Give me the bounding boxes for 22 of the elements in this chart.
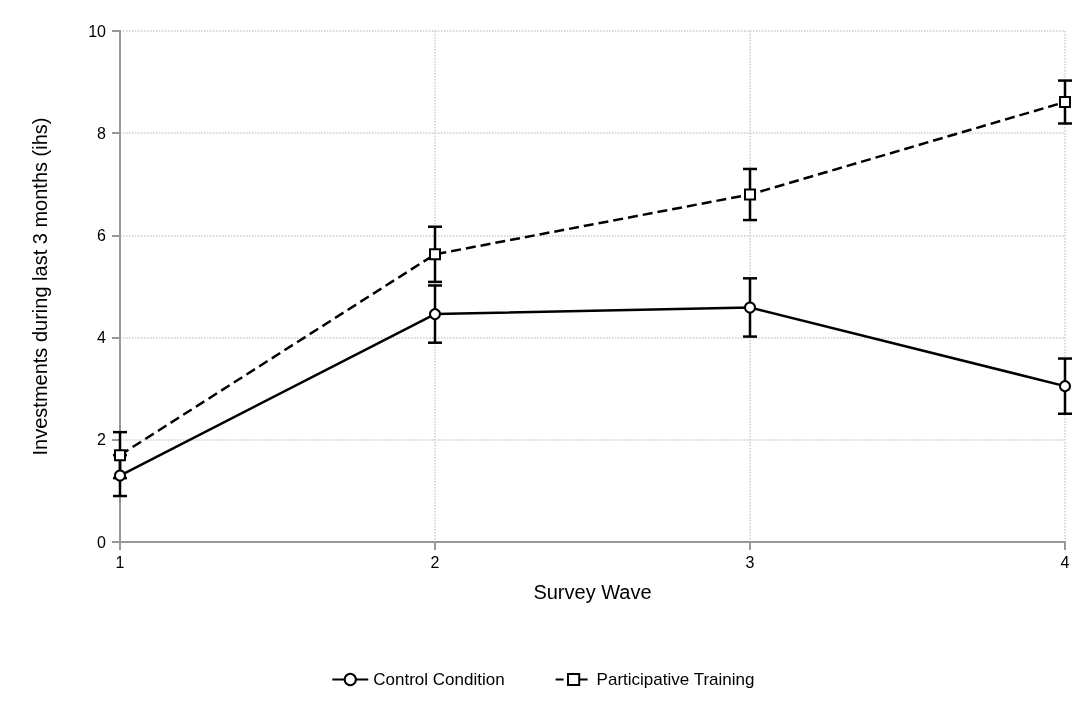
y-tick-label: 4 bbox=[97, 329, 107, 347]
legend-label: Participative Training bbox=[596, 670, 755, 689]
y-tick-label: 0 bbox=[97, 533, 107, 551]
x-tick-label: 3 bbox=[745, 553, 755, 571]
point bbox=[429, 248, 441, 261]
y-tick-label: 6 bbox=[97, 226, 107, 244]
x-tick-label: 4 bbox=[1060, 553, 1070, 571]
x-tick-label: 1 bbox=[115, 553, 125, 571]
y-axis-title: Investments during last 3 months (ihs) bbox=[29, 117, 51, 456]
x-axis-title: Survey Wave bbox=[533, 581, 652, 603]
point bbox=[1059, 380, 1071, 393]
point bbox=[744, 188, 756, 201]
x-tick-label: 2 bbox=[430, 553, 440, 571]
legend-label: Control Condition bbox=[373, 670, 505, 689]
y-tick-label: 8 bbox=[97, 124, 107, 142]
point bbox=[114, 449, 126, 462]
point bbox=[744, 301, 756, 314]
point bbox=[429, 308, 441, 321]
point bbox=[114, 469, 126, 482]
y-tick-label: 10 bbox=[88, 22, 107, 40]
point bbox=[1059, 96, 1071, 109]
y-tick-label: 2 bbox=[97, 431, 107, 449]
